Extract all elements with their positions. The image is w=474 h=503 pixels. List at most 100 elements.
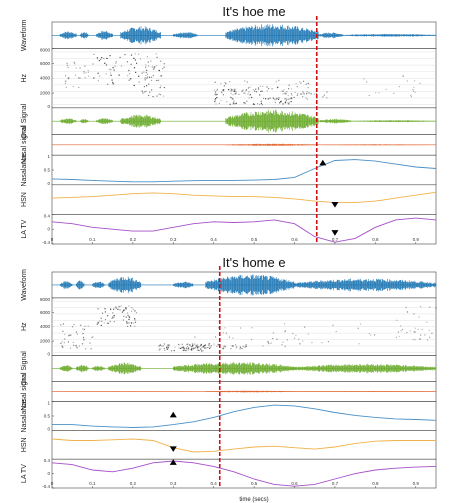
spectrogram-cell [104, 319, 107, 321]
spectrogram-cell [220, 99, 222, 101]
spectrogram-cell [299, 343, 301, 345]
x-tick-label: 0.3 [170, 481, 177, 486]
series-line [51, 460, 437, 487]
spectrogram-cell [273, 98, 275, 100]
spectrogram-cell [265, 98, 267, 100]
spectrogram-cell [256, 91, 258, 93]
spectrogram-cell [141, 90, 143, 92]
spectrogram-cell [395, 336, 397, 338]
spectrogram-cell [285, 97, 287, 100]
spectrogram-cell [119, 306, 121, 308]
spectrogram-cell [138, 75, 140, 77]
spectrogram-cell [100, 324, 102, 326]
spectrogram-cell [229, 103, 231, 105]
spectrogram-cell [262, 345, 264, 347]
row-hz: Hz 0 2000 4000 6000 8000 [21, 48, 437, 109]
spectrogram-cell [133, 84, 135, 87]
spectrogram-cell [159, 348, 161, 350]
spectrogram-cell [233, 90, 235, 92]
spectrogram-cell [182, 346, 184, 348]
spectrogram-cell [113, 315, 115, 317]
spectrogram-cell [70, 334, 72, 336]
spectrogram-cell [243, 92, 245, 94]
spectrogram-cell [106, 57, 108, 59]
spectrogram-cell [429, 306, 431, 308]
spectrogram-cell [132, 322, 135, 324]
spectrogram-cell [285, 93, 287, 95]
spectrogram-cell [244, 92, 246, 94]
spectrogram-cell [217, 343, 219, 345]
spectrogram-cell [123, 315, 125, 317]
spectrogram-cell [131, 310, 133, 312]
spectrogram-cell [123, 309, 125, 311]
spectrogram-cell [327, 341, 329, 343]
spectrogram-cell [296, 86, 298, 88]
y-tick-label: 0.5 [44, 414, 51, 419]
waveform-burst [294, 391, 437, 392]
spectrogram-cell [277, 98, 280, 100]
row-hsn: HSN [21, 430, 437, 460]
spectrogram-cell [293, 96, 295, 99]
spectrogram-cell [149, 91, 151, 93]
spectrogram-cell [83, 328, 86, 331]
spectrogram-cell [305, 97, 307, 99]
spectrogram-cell [128, 69, 130, 72]
y-tick-label: 4000 [40, 76, 51, 81]
spectrogram-cell [210, 347, 212, 349]
spectrogram-cell [288, 98, 290, 100]
spectrogram-cell [78, 77, 80, 79]
spectrogram-cell [303, 93, 305, 95]
spectrogram-cell [68, 77, 70, 79]
spectrogram-cell [321, 342, 323, 344]
waveform-burst [318, 118, 352, 124]
spectrogram-cell [311, 342, 313, 344]
spectrogram-cell [151, 79, 153, 81]
spectrogram-cell [284, 323, 286, 325]
spectrogram-cell [97, 72, 99, 74]
spectrogram-cell [134, 325, 136, 327]
spectrogram-cell [148, 83, 150, 85]
spectrogram-cell [397, 331, 399, 333]
spectrogram-cell [203, 344, 205, 347]
waveform-burst [294, 278, 437, 292]
spectrogram-cell [192, 348, 195, 350]
spectrogram-cell [260, 100, 262, 102]
spectrogram-cell [229, 81, 231, 83]
spectrogram-cell [398, 335, 400, 337]
spectrogram-cell [67, 66, 69, 68]
spectrogram-cell [73, 324, 75, 326]
spectrogram-cell [78, 86, 80, 88]
spectrogram-cell [233, 100, 235, 102]
spectrogram-cell [178, 343, 180, 346]
spectrogram-cell [427, 339, 429, 341]
spectrogram-cell [302, 340, 304, 342]
spectrogram-cell [87, 325, 89, 327]
spectrogram-cell [410, 96, 412, 98]
spectrogram-cell [115, 62, 117, 64]
event-marker-triangle [169, 459, 177, 465]
spectrogram-cell [368, 94, 370, 96]
spectrogram-cell [215, 103, 217, 105]
series-line [52, 404, 437, 428]
spectrogram-cell [126, 321, 128, 323]
spectrogram-cell [146, 69, 148, 71]
spectrogram-cell [257, 88, 260, 90]
panel-1-title: It's hoe me [222, 4, 285, 19]
spectrogram-cell [60, 324, 62, 326]
spectrogram-cell [190, 349, 192, 351]
waveform-burst [96, 118, 113, 125]
spectrogram-cell [84, 77, 86, 79]
spectrogram-cell [224, 81, 226, 84]
spectrogram-cell [134, 310, 136, 312]
spectrogram-cell [145, 64, 147, 66]
row-hsn: HSN [21, 184, 437, 215]
y-tick-label: 0.5 [44, 168, 51, 173]
spectrogram-cell [234, 93, 236, 95]
row-label: Oral Signal [21, 351, 28, 386]
spectrogram-cell [274, 99, 276, 101]
spectrogram-cell [141, 72, 143, 74]
spectrogram-cell [413, 80, 416, 82]
spectrogram-cell [109, 72, 112, 74]
spectrogram-cell [79, 67, 81, 69]
spectrogram-cell [413, 331, 415, 333]
